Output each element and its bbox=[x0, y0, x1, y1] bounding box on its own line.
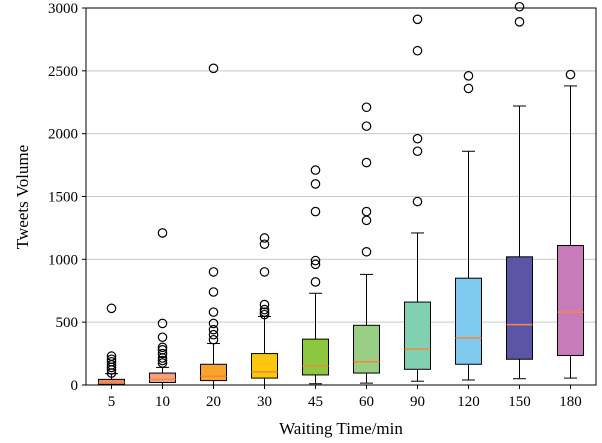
outlier-point bbox=[361, 121, 372, 131]
outlier-point bbox=[259, 304, 270, 315]
y-axis-title: Tweets Volume bbox=[13, 145, 32, 249]
y-tick-label: 1000 bbox=[48, 252, 78, 268]
outlier-point bbox=[157, 332, 168, 343]
outlier-point bbox=[157, 348, 168, 359]
outlier-point bbox=[514, 17, 525, 27]
outlier-point bbox=[310, 179, 321, 189]
box-group-60 bbox=[353, 102, 380, 384]
x-tick-label: 5 bbox=[108, 394, 116, 410]
outlier-point bbox=[412, 196, 423, 207]
y-tick-label: 0 bbox=[71, 378, 79, 394]
outlier-point bbox=[310, 206, 321, 217]
box-layer bbox=[98, 1, 584, 386]
x-tick-label: 45 bbox=[308, 394, 323, 410]
axis-layer: 0 500 1000 1500 2000 2500 3000 5 10 20 30 45 60 90 120… bbox=[48, 1, 597, 410]
outlier-point bbox=[157, 228, 168, 238]
outlier-point bbox=[310, 165, 321, 175]
outlier-point bbox=[310, 255, 321, 266]
outlier-point bbox=[565, 69, 576, 80]
outlier-point bbox=[412, 133, 423, 144]
outlier-point bbox=[361, 157, 372, 168]
iqr-box bbox=[251, 353, 278, 379]
outlier-point bbox=[514, 1, 525, 12]
box-group-180 bbox=[557, 69, 584, 379]
iqr-box bbox=[302, 338, 329, 376]
iqr-box bbox=[353, 324, 380, 374]
iqr-box bbox=[455, 277, 482, 365]
outlier-point bbox=[259, 239, 270, 250]
y-tick-label: 2000 bbox=[48, 127, 78, 143]
x-tick-label: 90 bbox=[410, 394, 425, 410]
box-group-120 bbox=[455, 71, 482, 381]
outlier-point bbox=[106, 354, 117, 365]
outlier-point bbox=[208, 334, 219, 345]
outlier-point bbox=[208, 324, 219, 335]
x-tick-label: 30 bbox=[257, 394, 272, 410]
outlier-point bbox=[259, 307, 270, 317]
outlier-point bbox=[310, 277, 321, 287]
outlier-point bbox=[412, 14, 423, 25]
outlier-point bbox=[157, 345, 168, 355]
y-tick-label: 2500 bbox=[48, 64, 78, 80]
iqr-box bbox=[404, 301, 431, 370]
outlier-point bbox=[208, 287, 219, 297]
box-group-150 bbox=[506, 1, 533, 380]
outlier-point bbox=[412, 146, 423, 157]
outlier-point bbox=[106, 351, 117, 361]
outlier-point bbox=[259, 267, 270, 277]
outlier-point bbox=[208, 63, 219, 74]
iqr-box bbox=[200, 363, 227, 382]
x-tick-label: 150 bbox=[508, 394, 531, 410]
outlier-point bbox=[463, 71, 474, 81]
outlier-point bbox=[361, 246, 372, 257]
box-group-20 bbox=[200, 63, 227, 386]
x-tick-label: 60 bbox=[359, 394, 374, 410]
outlier-point bbox=[463, 83, 474, 94]
outlier-point bbox=[157, 358, 168, 368]
outlier-point bbox=[361, 206, 372, 217]
outlier-point bbox=[106, 303, 117, 314]
x-tick-label: 10 bbox=[155, 394, 170, 410]
outlier-point bbox=[259, 309, 270, 320]
iqr-box bbox=[557, 245, 584, 356]
outlier-point bbox=[157, 342, 168, 353]
y-tick-label: 3000 bbox=[48, 1, 78, 17]
outlier-point bbox=[259, 233, 270, 243]
iqr-box bbox=[149, 372, 176, 383]
outlier-point bbox=[259, 299, 270, 310]
outlier-point bbox=[208, 329, 219, 340]
outlier-point bbox=[412, 45, 423, 56]
y-tick-label: 1500 bbox=[48, 190, 78, 206]
outlier-point bbox=[208, 267, 219, 277]
box-group-90 bbox=[404, 14, 431, 382]
x-axis-title: Waiting Time/min bbox=[279, 419, 403, 438]
outlier-point bbox=[208, 318, 219, 329]
outlier-point bbox=[157, 318, 168, 329]
outlier-point bbox=[106, 356, 117, 367]
iqr-box bbox=[506, 256, 533, 360]
x-tick-label: 180 bbox=[559, 394, 582, 410]
x-tick-label: 20 bbox=[206, 394, 221, 410]
box-group-30 bbox=[251, 233, 278, 386]
outlier-point bbox=[157, 355, 168, 366]
y-tick-label: 500 bbox=[56, 315, 79, 331]
box-group-45 bbox=[302, 165, 329, 385]
outlier-point bbox=[361, 215, 372, 226]
outlier-point bbox=[310, 259, 321, 270]
x-tick-label: 120 bbox=[457, 394, 480, 410]
box-group-5 bbox=[98, 303, 125, 386]
box-group-10 bbox=[149, 228, 176, 386]
outlier-point bbox=[361, 102, 372, 113]
outlier-point bbox=[208, 307, 219, 317]
